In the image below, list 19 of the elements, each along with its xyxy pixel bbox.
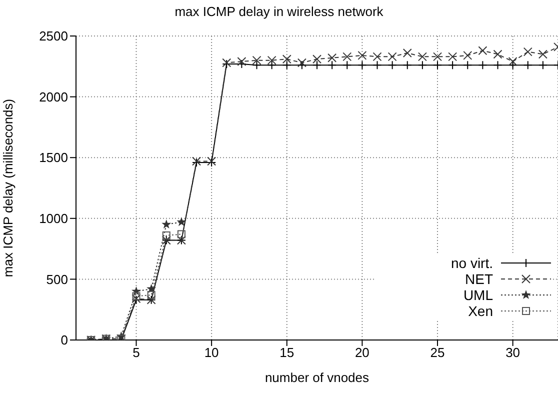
x-axis-title: number of vnodes <box>264 370 370 385</box>
legend-label: Xen <box>468 303 493 319</box>
y-tick-label: 0 <box>60 332 68 348</box>
legend-label: NET <box>465 271 493 287</box>
x-tick-label: 5 <box>132 345 140 360</box>
y-tick-label: 2000 <box>39 89 68 104</box>
y-tick-label: 1000 <box>39 211 68 226</box>
x-tick-label: 10 <box>204 345 219 360</box>
y-axis-title: max ICMP delay (milliseconds) <box>0 98 16 278</box>
legend-label: UML <box>463 287 493 303</box>
chart-title: max ICMP delay in wireless network <box>174 4 384 19</box>
y-tick-label: 2500 <box>39 28 68 44</box>
legend-label: no virt. <box>450 255 493 271</box>
y-tick-label: 500 <box>46 272 68 287</box>
x-tick-label: 15 <box>280 345 294 360</box>
y-tick-label: 1500 <box>39 150 68 166</box>
x-tick-label: 20 <box>354 345 370 360</box>
x-tick-label: 30 <box>506 345 520 360</box>
x-tick-label: 25 <box>430 345 445 360</box>
